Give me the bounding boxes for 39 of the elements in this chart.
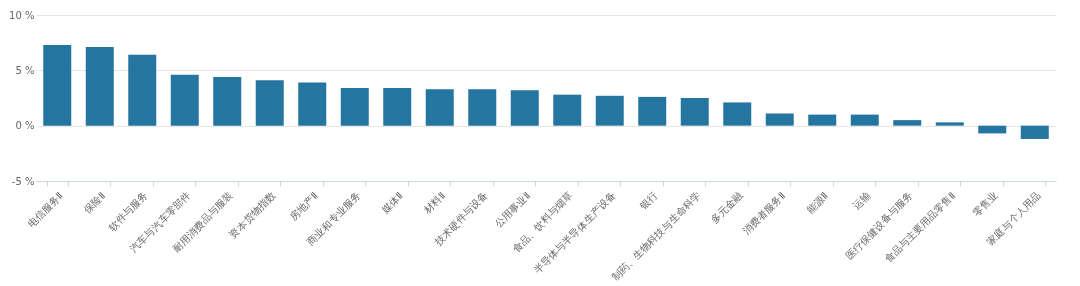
y-tick-label: -5 %: [11, 175, 35, 187]
bar: [298, 82, 327, 126]
x-tick-label: 能源Ⅱ: [804, 189, 830, 216]
x-tick-label: 媒体Ⅱ: [379, 189, 405, 216]
x-tick-label: 运输: [850, 189, 873, 212]
x-tick-label: 银行: [637, 189, 660, 213]
bar: [723, 102, 752, 126]
bar: [170, 74, 199, 126]
bar: [765, 113, 794, 126]
x-tick-label: 房地产Ⅱ: [287, 189, 320, 223]
bar: [468, 89, 497, 126]
x-tick-label: 零售业: [970, 189, 1000, 219]
bar: [255, 80, 284, 126]
x-tick-label: 电信服务Ⅱ: [25, 189, 65, 230]
x-tick-label: 材料Ⅱ: [421, 189, 448, 216]
x-tick-label: 多元金融: [708, 189, 745, 226]
y-tick-label: 5 %: [15, 64, 35, 76]
y-tick-label: 0 %: [15, 120, 35, 132]
bar: [680, 98, 709, 126]
bar: [553, 94, 582, 126]
bar: [128, 54, 157, 126]
bar: [340, 88, 369, 126]
x-tick-label: 保险Ⅱ: [81, 189, 108, 216]
bar: [213, 76, 242, 126]
bar: [510, 90, 539, 126]
bar: [85, 47, 114, 126]
x-tick-label: 公用事业Ⅱ: [492, 189, 533, 230]
bar: [808, 114, 837, 126]
bar: [893, 120, 922, 126]
bar: [850, 114, 879, 126]
bar: [978, 125, 1007, 134]
bar: [595, 95, 624, 126]
y-tick-label: 10 %: [9, 9, 35, 21]
bar: [935, 122, 964, 126]
bar: [425, 89, 454, 126]
bar: [638, 96, 667, 126]
bar: [1020, 125, 1049, 139]
bar: [383, 88, 412, 126]
bar: [43, 44, 72, 126]
